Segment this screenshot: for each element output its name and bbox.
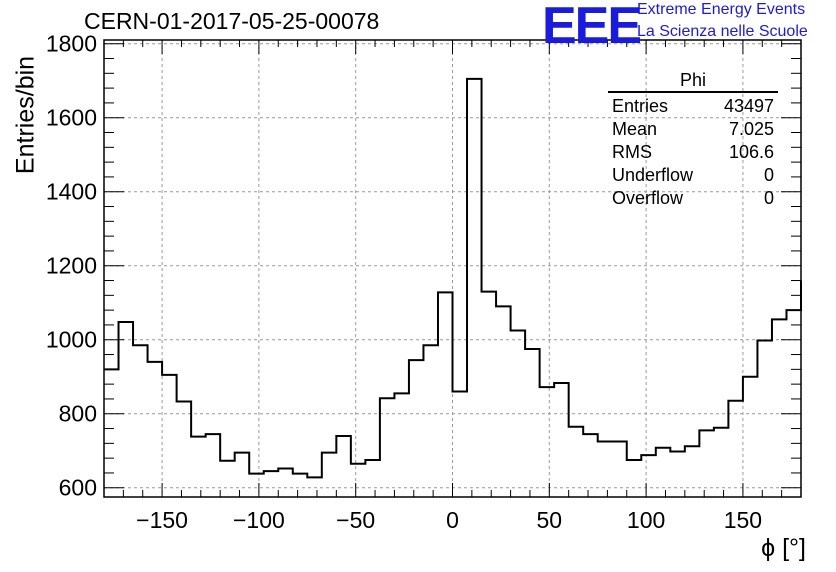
stats-title: Phi [679,70,706,90]
eee-logo: EEE [542,0,642,55]
histogram-outline [104,77,802,479]
x-tick-label: −100 [233,507,285,533]
x-tick-label: 150 [724,507,762,533]
stats-row-rms: RMS 106.6 [612,142,774,162]
x-tick-label: 0 [446,507,459,533]
x-axis-label: ϕ [°] [761,534,806,562]
y-tick-label: 1600 [46,105,97,131]
y-tick-label: 800 [59,401,97,427]
chart-title: CERN-01-2017-05-25-00078 [84,8,380,34]
logo-subtitle-line2: La Scienza nelle Scuole [637,23,808,40]
y-tick-label: 600 [59,475,97,501]
y-tick-label: 1800 [46,31,97,57]
y-tick-label: 1400 [46,179,97,205]
stats-divider [608,91,778,93]
x-tick-label: −150 [136,507,188,533]
x-tick-label: −50 [336,507,375,533]
axis-ticks [103,40,802,497]
y-axis-label: Entries/bin [11,55,40,175]
x-tick-label: 100 [627,507,665,533]
x-tick-label: 50 [537,507,563,533]
stats-box: Phi Entries 43497 Mean 7.025 RMS 106.6 Unde… [608,70,778,210]
stats-row-entries: Entries 43497 [612,96,774,116]
stats-row-underflow: Underflow 0 [612,165,774,185]
y-tick-label: 1000 [46,327,97,353]
stats-row-mean: Mean 7.025 [612,119,774,139]
tick-labels: −150 −100 −50 0 50 100 150 600 800 1000 1200 1400 16… [46,31,762,533]
stats-row-overflow: Overflow 0 [612,188,774,208]
logo-subtitle-line1: Extreme Energy Events [637,1,806,18]
y-tick-label: 1200 [46,253,97,279]
